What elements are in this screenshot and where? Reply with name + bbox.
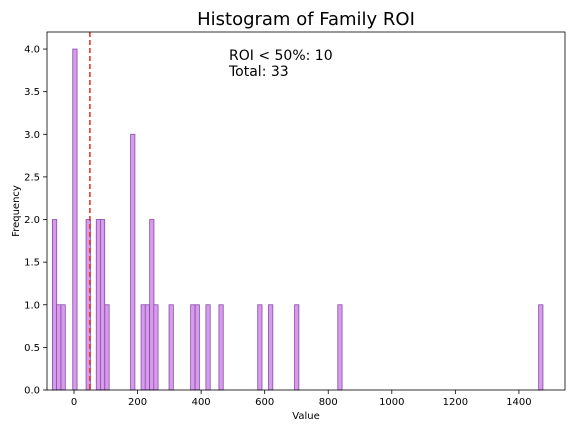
x-tick-label: 200	[128, 397, 147, 408]
annotation-total: Total: 33	[228, 64, 289, 80]
x-axis-ticks: 0 200 400 600 800 1000 1200 1400	[71, 390, 532, 408]
y-tick-label: 1.5	[24, 258, 40, 269]
histogram-bar	[218, 304, 224, 391]
histogram-bar	[194, 304, 200, 391]
histogram-bar	[99, 219, 106, 391]
histogram-bar	[153, 304, 159, 391]
x-tick-label: 0	[71, 397, 77, 408]
histogram-bar	[60, 304, 66, 391]
histogram-bar	[52, 219, 58, 391]
y-tick-label: 2.0	[24, 215, 40, 226]
histogram-bar	[257, 304, 263, 391]
histogram-bar	[205, 304, 211, 391]
histogram-bar	[168, 304, 174, 391]
histogram-bar	[104, 304, 110, 391]
y-tick-label: 1.0	[24, 300, 40, 311]
y-tick-label: 0.5	[24, 343, 40, 354]
histogram-bar	[56, 304, 62, 391]
plot-frame	[46, 31, 566, 391]
y-axis-ticks: 0.0 0.5 1.0 1.5 2.0 2.5 3.0 3.5 4.0	[24, 45, 47, 397]
x-tick-label: 600	[255, 397, 274, 408]
x-tick-label: 1400	[506, 397, 531, 408]
histogram-bar	[140, 304, 146, 391]
histogram-bar	[538, 304, 544, 391]
histogram-bar	[337, 304, 343, 391]
x-tick-label: 1200	[443, 397, 468, 408]
histogram-bar	[130, 133, 136, 391]
y-tick-label: 4.0	[24, 45, 40, 56]
annotation-roi-count: ROI < 50%: 10	[229, 48, 333, 64]
x-tick-label: 800	[319, 397, 338, 408]
histogram-bar	[149, 219, 155, 391]
y-tick-label: 2.5	[24, 172, 40, 183]
y-tick-label: 0.0	[24, 386, 40, 397]
histogram-bar	[190, 304, 196, 391]
histogram-bar	[144, 304, 150, 391]
histogram-bar	[294, 304, 300, 391]
y-tick-label: 3.5	[24, 87, 40, 98]
histogram-bar	[72, 48, 78, 391]
histogram-bar	[268, 304, 274, 391]
bars-group	[52, 48, 544, 391]
x-axis-label: Value	[292, 411, 319, 422]
x-tick-label: 400	[192, 397, 211, 408]
x-tick-label: 1000	[379, 397, 404, 408]
histogram-bar	[95, 219, 101, 391]
y-tick-label: 3.0	[24, 130, 40, 141]
y-axis-label: Frequency	[11, 185, 22, 237]
chart-title: Histogram of Family ROI	[197, 9, 415, 30]
